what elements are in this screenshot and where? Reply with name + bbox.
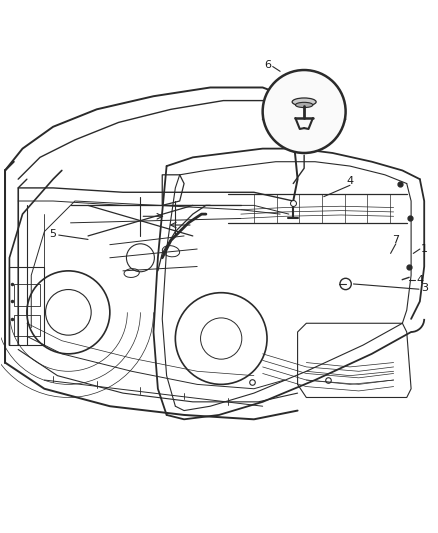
Text: 1: 1 xyxy=(421,244,428,254)
Text: 4: 4 xyxy=(346,176,353,187)
Bar xyxy=(14,284,40,306)
Text: 3: 3 xyxy=(421,284,428,293)
Ellipse shape xyxy=(292,98,316,106)
Text: 6: 6 xyxy=(265,60,272,70)
Text: 7: 7 xyxy=(392,235,399,245)
Bar xyxy=(14,314,40,336)
Ellipse shape xyxy=(295,102,313,108)
Circle shape xyxy=(263,70,346,153)
Text: 4: 4 xyxy=(416,276,424,286)
Text: 5: 5 xyxy=(49,229,56,239)
